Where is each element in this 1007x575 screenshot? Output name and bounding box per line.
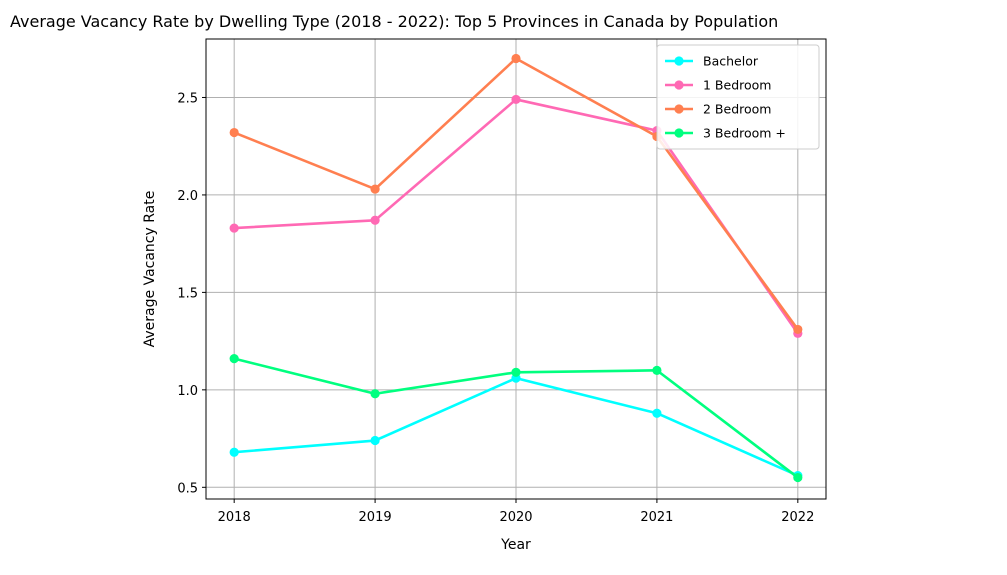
- x-tick-label: 2021: [640, 510, 673, 525]
- data-point-3-bedroom: [652, 365, 662, 375]
- data-point-1-bedroom: [229, 223, 239, 233]
- data-point-1-bedroom: [511, 94, 521, 105]
- data-point-bachelor: [370, 435, 380, 446]
- x-tick-label: 2022: [781, 510, 814, 525]
- legend-marker-3-bedroom: [674, 128, 684, 138]
- data-point-2-bedroom: [370, 184, 380, 194]
- legend-marker-2-bedroom: [674, 104, 684, 114]
- legend: Bachelor 1 Bedroom 2 Bedroom 3 Bedroom +: [656, 44, 820, 150]
- legend-label-2-bedroom: 2 Bedroom: [703, 102, 771, 117]
- series-layer: [229, 53, 803, 483]
- y-tick-label: 1.0: [177, 384, 198, 399]
- legend-box: [656, 44, 820, 150]
- data-point-1-bedroom: [370, 215, 380, 225]
- y-tick-label: 2.0: [177, 189, 198, 204]
- x-tick-label: 2018: [218, 510, 251, 525]
- legend-label-3-bedroom: 3 Bedroom +: [703, 126, 786, 141]
- data-point-2-bedroom: [793, 324, 803, 335]
- chart-title: Average Vacancy Rate by Dwelling Type (2…: [10, 12, 778, 31]
- legend-marker-1-bedroom: [674, 80, 684, 90]
- legend-label-bachelor: Bachelor: [703, 54, 759, 69]
- x-axis-label: Year: [500, 537, 531, 553]
- y-tick-label: 0.5: [177, 481, 198, 496]
- data-point-2-bedroom: [511, 53, 521, 64]
- y-tick-label: 2.5: [177, 91, 198, 106]
- data-point-3-bedroom: [229, 354, 239, 364]
- x-tick-label: 2020: [499, 510, 532, 525]
- legend-label-1-bedroom: 1 Bedroom: [703, 78, 771, 93]
- data-point-bachelor: [652, 408, 662, 418]
- data-point-3-bedroom: [793, 472, 803, 483]
- data-point-bachelor: [229, 447, 239, 457]
- ticks: 2018 2019 2020 2021 2022 0.5 1.0 1.5 2.0 2.5: [177, 91, 814, 525]
- data-point-3-bedroom: [511, 367, 521, 377]
- y-tick-label: 1.5: [177, 286, 198, 301]
- legend-marker-bachelor: [674, 56, 684, 66]
- data-point-3-bedroom: [370, 389, 380, 399]
- y-axis-label: Average Vacancy Rate: [142, 191, 158, 348]
- data-point-2-bedroom: [229, 127, 239, 138]
- x-tick-label: 2019: [359, 510, 392, 525]
